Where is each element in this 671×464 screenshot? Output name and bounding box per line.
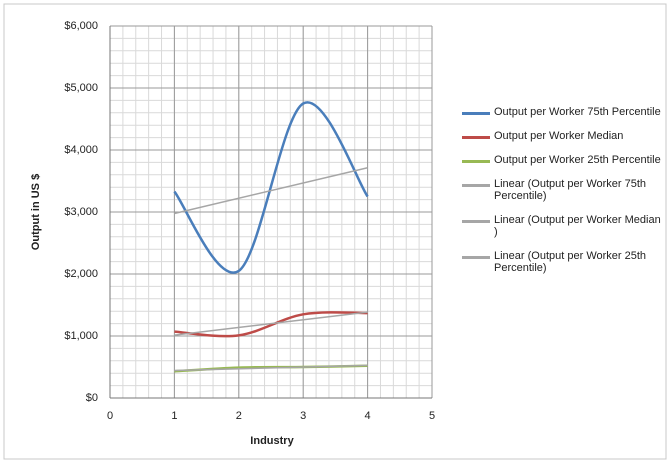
legend: Output per Worker 75th Percentile Output …: [462, 106, 662, 286]
y-tick-label: $5,000: [64, 82, 98, 94]
x-tick-label: 5: [429, 410, 435, 422]
legend-label: Linear (Output per Worker Median ): [494, 214, 661, 238]
chart-frame: [3, 3, 667, 460]
legend-entry: Output per Worker 75th Percentile: [462, 106, 662, 118]
legend-entry: Output per Worker Median: [462, 130, 662, 142]
y-tick-label: $2,000: [64, 268, 98, 280]
x-tick-label: 4: [365, 410, 371, 422]
x-tick-label: 0: [107, 410, 113, 422]
trendline: [174, 311, 368, 336]
y-axis-label: Output in US $: [30, 174, 42, 250]
x-tick-label: 3: [300, 410, 306, 422]
legend-swatch: [462, 112, 490, 115]
x-tick-label: 1: [171, 410, 177, 422]
series-line: [173, 101, 369, 274]
legend-label: Output per Worker Median: [494, 130, 624, 142]
trendline: [174, 167, 368, 215]
series-line: [174, 311, 368, 338]
legend-entry: Linear (Output per Worker Median ): [462, 214, 662, 238]
legend-swatch: [462, 160, 490, 163]
legend-label: Linear (Output per Worker 25th Percentil…: [494, 250, 647, 274]
y-tick-label: $6,000: [64, 20, 98, 32]
legend-entry: Linear (Output per Worker 75th Percentil…: [462, 178, 662, 202]
legend-entry: Output per Worker 25th Percentile: [462, 154, 662, 166]
legend-label: Output per Worker 75th Percentile: [494, 106, 661, 118]
trendline: [174, 364, 368, 372]
legend-trend-swatch: [462, 256, 490, 259]
legend-label: Linear (Output per Worker 75th Percentil…: [494, 178, 647, 202]
legend-trend-swatch: [462, 184, 490, 187]
legend-trend-swatch: [462, 220, 490, 223]
legend-swatch: [462, 136, 490, 139]
x-tick-label: 2: [236, 410, 242, 422]
legend-entry: Linear (Output per Worker 25th Percentil…: [462, 250, 662, 274]
legend-label: Output per Worker 25th Percentile: [494, 154, 661, 166]
y-tick-label: $0: [86, 392, 98, 404]
y-tick-label: $1,000: [64, 330, 98, 342]
x-axis-label: Industry: [250, 435, 294, 447]
y-tick-label: $4,000: [64, 144, 98, 156]
y-tick-label: $3,000: [64, 206, 98, 218]
